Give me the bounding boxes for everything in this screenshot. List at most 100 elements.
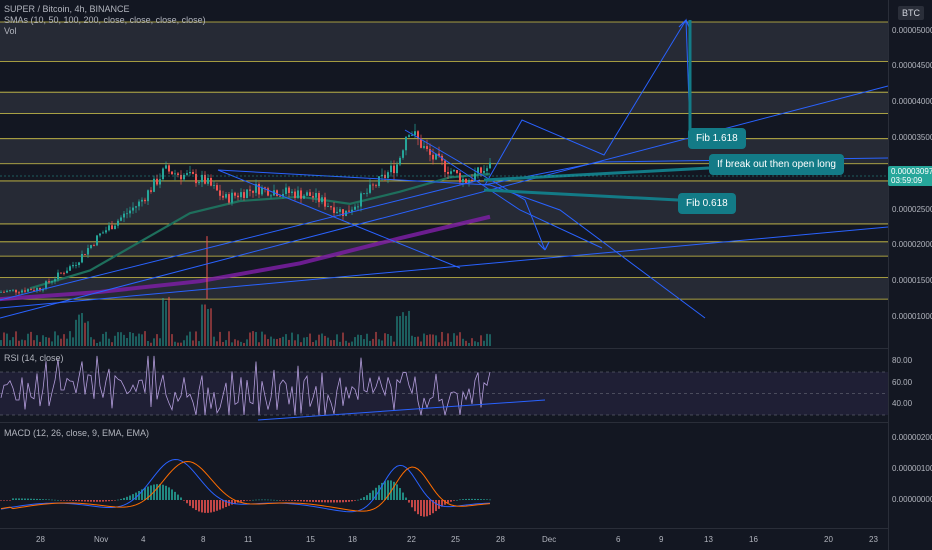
volume-bar [141,334,143,346]
last-price-badge: 0.00003097 03:59:09 [888,166,932,186]
candle-body [168,165,170,172]
volume-bar [444,341,446,346]
candle-body [186,173,188,175]
macd-histogram-bar [375,487,377,500]
volume-bar [126,338,128,346]
macd-histogram-bar [78,500,80,502]
macd-histogram-bar [90,500,92,502]
rsi-legend[interactable]: RSI (14, close) [4,353,64,363]
rsi-macd-separator[interactable] [0,422,888,423]
fib-0618-callout[interactable]: Fib 0.618 [678,193,736,214]
candle-body [282,193,284,196]
volume-bar [486,333,488,346]
macd-histogram-bar [432,500,434,514]
last-price-value: 0.00003097 [891,167,932,176]
down-arrow-head [537,241,550,251]
fib-1618-callout[interactable]: Fib 1.618 [688,128,746,149]
macd-histogram-bar [387,480,389,500]
candle-body [78,262,80,265]
volume-bar [99,341,101,346]
volume-bar [309,333,311,346]
candle-body [435,153,437,160]
sma-100-line [29,172,491,290]
candle-body [183,174,185,180]
macd-histogram-bar [0,500,2,501]
macd-histogram-bar [234,500,236,504]
candles [0,123,491,300]
volume-bar [51,341,53,346]
volume-bar [225,340,227,346]
sma-legend[interactable]: SMAs (10, 50, 100, 200, close, close, cl… [4,15,206,25]
volume-bar [351,341,353,346]
volume-bar [447,333,449,346]
volume-bar [15,331,17,346]
macd-histogram-bar [273,499,275,501]
macd-histogram-bar [276,499,278,501]
candle-body [474,173,476,181]
candle-body [363,193,365,195]
macd-histogram-bar [159,484,161,500]
volume-bar [471,338,473,346]
macd-histogram-bar [447,500,449,504]
candle-body [486,168,488,171]
time-tick-label: 20 [824,535,833,544]
candle-body [243,192,245,198]
candle-body [354,206,356,210]
breakout-note-callout[interactable]: If break out then open long [709,154,844,175]
macd-histogram-bar [168,487,170,500]
candle-body [423,146,425,148]
macd-legend[interactable]: MACD (12, 26, close, 9, EMA, EMA) [4,428,150,438]
volume-bar [366,333,368,346]
candle-body [189,172,191,174]
time-tick-label: 11 [244,535,253,544]
time-tick-label: 22 [407,535,416,544]
volume-bar [18,340,20,346]
candle-body [60,272,62,274]
macd-histogram-bar [444,500,446,505]
candle-body [129,210,131,214]
candle-body [87,248,89,255]
volume-legend[interactable]: Vol [4,26,17,36]
volume-bar [120,332,122,346]
macd-histogram-bar [219,500,221,510]
volume-bar [483,340,485,346]
volume-bar [435,335,437,346]
candle-body [432,154,434,160]
trend-drawings[interactable] [0,18,889,319]
candle-body [369,184,371,193]
candle-body [417,131,419,139]
volume-bar [402,312,404,346]
volume-bar [45,337,47,346]
candle-body [54,279,56,282]
volume-bar [93,339,95,346]
volume-bar [168,296,170,346]
candle-body [330,206,332,208]
macd-histogram-bar [6,500,8,501]
currency-badge[interactable]: BTC [898,6,924,20]
candle-body [294,191,296,198]
symbol-legend[interactable]: SUPER / Bitcoin, 4h, BINANCE [4,4,130,14]
rsi-tick-label: 60.00 [892,377,913,387]
candle-body [159,179,161,185]
candle-body [297,190,299,198]
candle-body [252,190,254,193]
price-zone-5 [0,277,888,300]
candle-body [162,168,164,180]
candle-body [147,190,149,202]
candle-body [447,172,449,174]
macd-histogram-bar [231,500,233,505]
macd-histogram-bar [351,500,353,502]
candle-body [471,179,473,181]
macd-histogram-bar [9,500,11,501]
macd-histogram-bar [261,499,263,501]
volume-bar [459,332,461,346]
macd-histogram-bar [111,500,113,501]
trend-line-0 [0,85,889,319]
volume-bar [333,340,335,346]
macd-histogram-bar [279,500,281,501]
candle-body [468,179,470,183]
price-rsi-separator[interactable] [0,348,888,349]
candle-body [120,217,122,221]
volume-bar [165,301,167,346]
